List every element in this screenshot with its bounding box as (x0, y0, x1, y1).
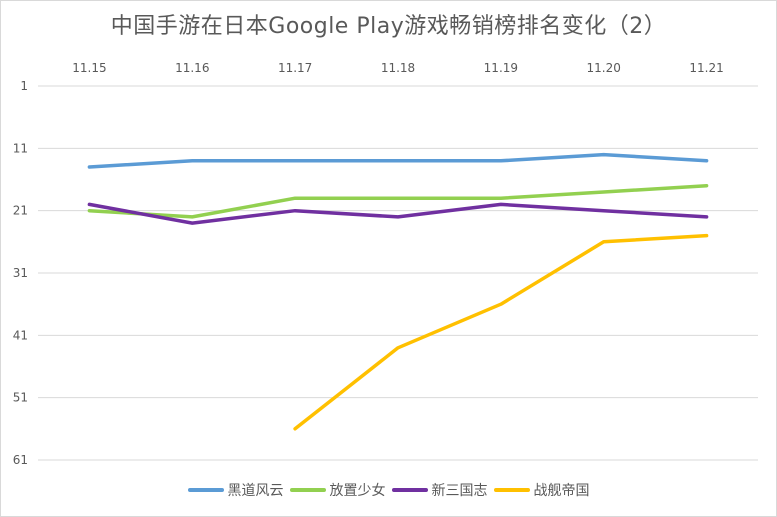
y-tick-label: 31 (13, 266, 28, 280)
series-line-0[interactable] (87, 152, 709, 169)
series-line-3[interactable] (293, 233, 709, 431)
y-tick-label: 41 (13, 328, 28, 342)
gridlines (38, 85, 758, 461)
x-tick-label: 11.18 (381, 61, 415, 75)
legend-item[interactable]: 放置少女 (289, 480, 386, 500)
x-tick-label: 11.19 (484, 61, 518, 75)
chart-title: 中国手游在日本Google Play游戏畅销榜排名变化（2） (110, 14, 667, 39)
legend-label: 战舰帝国 (533, 483, 590, 499)
legend-swatch-icon (493, 488, 530, 492)
legend: 黑道风云 放置少女 新三国志 战舰帝国 (0, 480, 777, 500)
x-tick-label: 11.20 (587, 61, 621, 75)
legend-swatch-icon (187, 488, 224, 492)
y-tick-label: 1 (20, 79, 28, 93)
series-lines (87, 152, 709, 431)
x-axis-ticks: 11.15 11.16 11.17 11.18 11.19 11.20 11.21 (72, 61, 724, 75)
legend-label: 新三国志 (431, 483, 488, 499)
y-tick-label: 11 (13, 141, 28, 155)
legend-item[interactable]: 战舰帝国 (493, 480, 590, 500)
legend-label: 放置少女 (329, 483, 386, 499)
series-line-1[interactable] (87, 183, 709, 219)
legend-swatch-icon (391, 488, 428, 492)
series-line-2[interactable] (87, 202, 709, 225)
y-tick-label: 21 (13, 204, 28, 218)
y-tick-label: 61 (13, 453, 28, 467)
y-tick-label: 51 (13, 391, 28, 405)
x-tick-label: 11.21 (689, 61, 723, 75)
x-tick-label: 11.16 (175, 61, 209, 75)
x-tick-label: 11.15 (72, 61, 106, 75)
legend-label: 黑道风云 (227, 483, 284, 499)
legend-item[interactable]: 黑道风云 (187, 480, 284, 500)
x-tick-label: 11.17 (278, 61, 312, 75)
legend-item[interactable]: 新三国志 (391, 480, 488, 500)
legend-swatch-icon (289, 488, 326, 492)
